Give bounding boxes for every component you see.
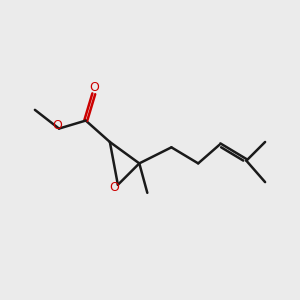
- Text: O: O: [89, 81, 99, 94]
- Text: O: O: [109, 181, 119, 194]
- Text: O: O: [52, 119, 62, 132]
